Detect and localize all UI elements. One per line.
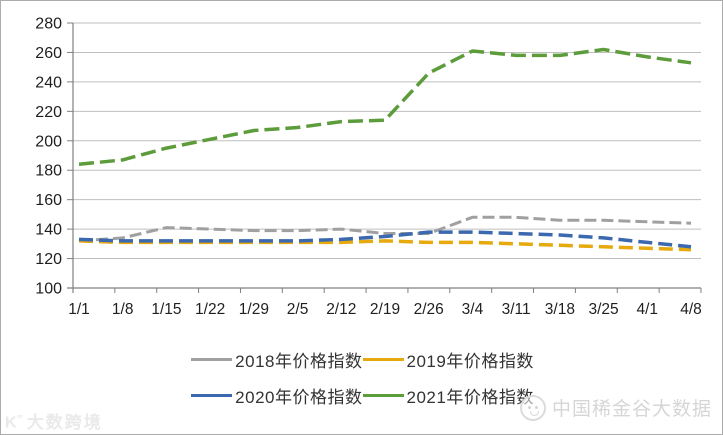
y-axis-label-280: 280 — [35, 16, 62, 33]
legend-item-2021: 2021年价格指数 — [362, 383, 534, 408]
x-axis-label-2/26: 2/26 — [414, 301, 444, 318]
x-axis-label-4/1: 4/1 — [637, 301, 659, 318]
legend-label-2019: 2019年价格指数 — [406, 352, 534, 371]
y-axis-label-120: 120 — [35, 251, 62, 268]
x-axis-label-3/11: 3/11 — [502, 301, 531, 318]
x-axis-label-3/25: 3/25 — [588, 301, 618, 318]
y-axis-label-180: 180 — [35, 163, 62, 180]
x-axis-label-2/12: 2/12 — [326, 301, 356, 318]
legend-label-2021: 2021年价格指数 — [406, 388, 534, 407]
legend-marker-2020 — [191, 394, 233, 397]
legend-marker-2019 — [362, 358, 404, 361]
watermark-left-text: 大数跨境 — [26, 413, 103, 433]
y-axis-label-240: 240 — [35, 74, 62, 91]
price-index-line-chart: 100 120 140 160 180 200 220 240 260 280 1/1 1/8 1/15… — [35, 16, 702, 319]
watermark-left: K°° 大数跨境 — [5, 407, 103, 434]
legend-row-2: 2020年价格指数 2021年价格指数 — [191, 383, 534, 408]
series-line-2020年价格指数 — [78, 230, 692, 249]
k-dots-logo-icon: K°° — [5, 413, 23, 432]
x-axis-label-1/8: 1/8 — [112, 301, 134, 318]
x-axis-label-1/1: 1/1 — [68, 301, 90, 318]
legend-marker-2021 — [362, 394, 404, 397]
x-axis-label-1/22: 1/22 — [195, 301, 225, 318]
x-axis-label-4/8: 4/8 — [680, 301, 702, 318]
chart-legend: 2018年价格指数 2019年价格指数 2020年价格指数 2021年价格指数 — [1, 347, 722, 408]
y-axis-label-140: 140 — [35, 222, 62, 239]
series-line-2021年价格指数 — [78, 47, 692, 167]
y-axis-label-260: 260 — [35, 45, 62, 62]
y-axis-label-220: 220 — [35, 104, 62, 121]
legend-row-1: 2018年价格指数 2019年价格指数 — [191, 347, 534, 372]
series-line-2018年价格指数 — [78, 215, 692, 243]
x-axis-label-1/29: 1/29 — [239, 301, 269, 318]
x-axis-label-2/5: 2/5 — [287, 301, 309, 318]
legend-item-2019: 2019年价格指数 — [362, 347, 534, 372]
y-axis-label-100: 100 — [35, 281, 62, 298]
legend-label-2020: 2020年价格指数 — [235, 388, 363, 407]
legend-label-2018: 2018年价格指数 — [235, 352, 363, 371]
x-axis-label-2/19: 2/19 — [370, 301, 400, 318]
legend-marker-2018 — [191, 358, 233, 361]
x-axis-label-3/18: 3/18 — [545, 301, 575, 318]
y-axis-label-200: 200 — [35, 133, 62, 150]
x-axis-label-1/15: 1/15 — [151, 301, 181, 318]
legend-item-2020: 2020年价格指数 — [191, 383, 362, 408]
y-axis-label-160: 160 — [35, 192, 62, 209]
legend-item-2018: 2018年价格指数 — [191, 347, 362, 372]
x-axis-label-3/4: 3/4 — [462, 301, 484, 318]
